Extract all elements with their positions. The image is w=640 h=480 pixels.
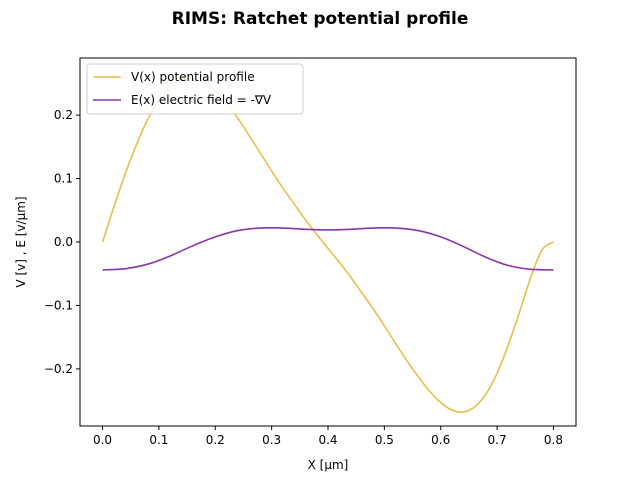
legend-entry-e-field: E(x) electric field = -∇V [93,93,272,107]
y-tick-label: 0.0 [54,235,73,249]
legend-label: E(x) electric field = -∇V [131,93,272,107]
x-tick-label: 0.6 [431,433,450,447]
legend-box [86,63,304,115]
x-tick-label: 0.0 [93,433,112,447]
y-tick-label: 0.2 [54,108,73,122]
x-tick-label: 0.7 [488,433,507,447]
y-axis-label: V [v] , E [v/μm] [14,196,28,287]
x-tick-label: 0.3 [262,433,281,447]
series-layer [101,77,554,413]
y-tick-label: −0.1 [44,298,73,312]
y-tick-label: 0.1 [54,172,73,186]
plot-frame [79,57,577,427]
x-tick-label: 0.1 [149,433,168,447]
legend-label: V(x) potential profile [131,70,255,84]
v-potential-line [101,77,554,413]
legend: V(x) potential profile E(x) electric fiel… [86,63,304,115]
e-field-line [102,226,554,271]
x-axis-label: X [μm] [308,458,349,472]
x-tick-label: 0.8 [544,433,563,447]
y-tick-label: −0.2 [44,362,73,376]
x-tick-label: 0.5 [375,433,394,447]
y-axis-ticks: −0.2 −0.1 0.0 0.1 0.2 [44,108,80,376]
x-axis-ticks: 0.0 0.1 0.2 0.3 0.4 0.5 0.6 0.7 0.8 [93,426,563,447]
chart-title: RIMS: Ratchet potential profile [172,9,469,29]
x-tick-label: 0.4 [318,433,337,447]
legend-entry-v-potential: V(x) potential profile [93,70,255,84]
x-tick-label: 0.2 [206,433,225,447]
